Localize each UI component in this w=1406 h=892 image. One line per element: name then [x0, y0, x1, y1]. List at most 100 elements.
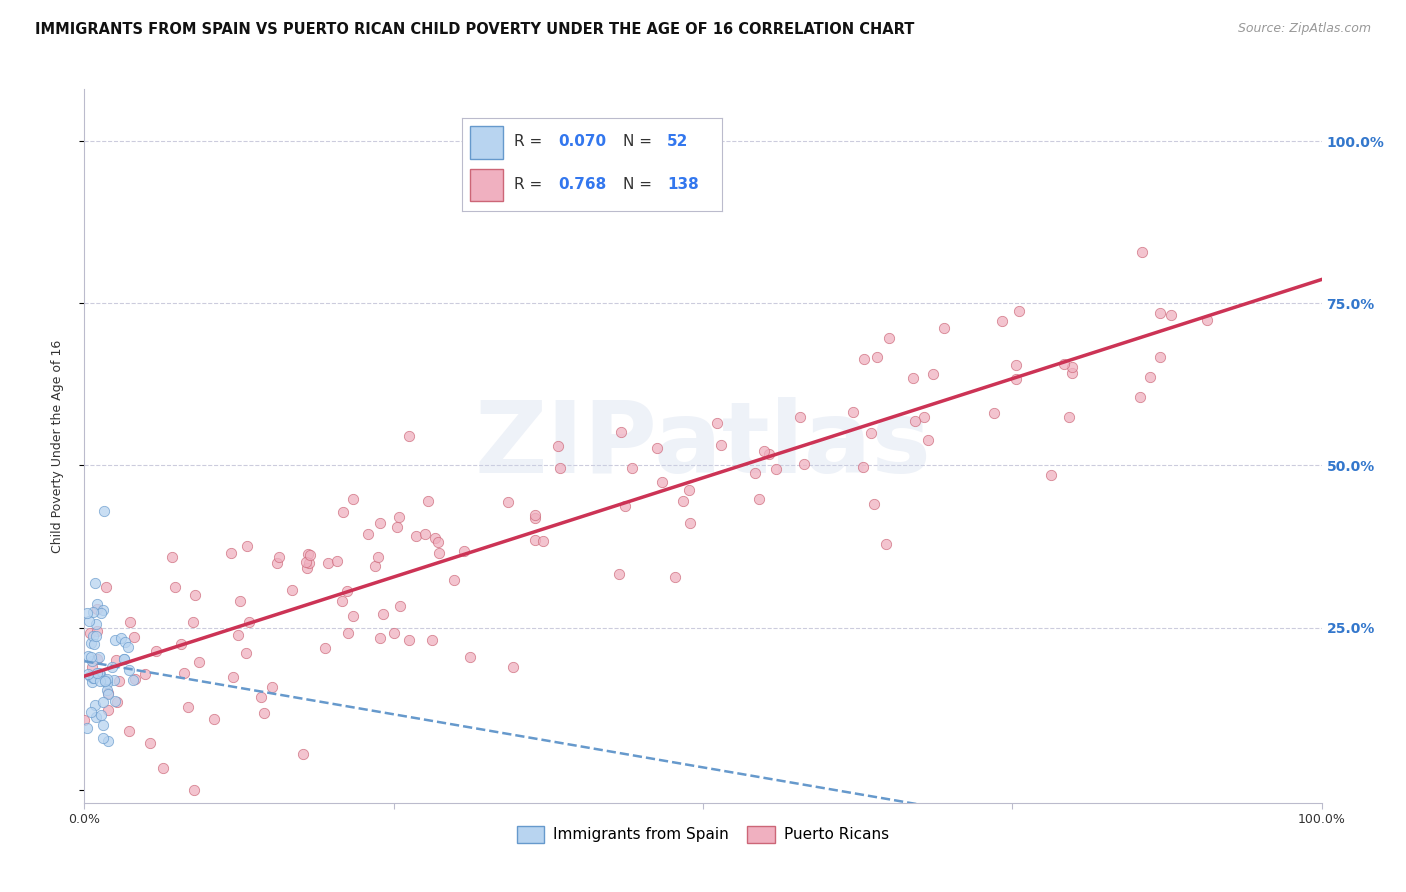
Point: [94, 673, 117, 687]
Point: [332, 505, 354, 519]
Point: [651, 475, 673, 489]
Point: [416, 493, 439, 508]
Point: [609, 567, 631, 582]
Point: [79, 668, 101, 682]
Point: [388, 509, 411, 524]
Point: [80, 660, 103, 674]
Point: [84, 698, 107, 712]
Point: [460, 650, 482, 665]
Point: [295, 560, 318, 574]
Point: [1039, 467, 1062, 482]
Point: [912, 409, 935, 424]
Point: [426, 535, 449, 549]
Point: [76, 721, 98, 735]
Point: [502, 660, 524, 674]
Point: [1005, 372, 1028, 386]
Point: [120, 615, 142, 630]
Point: [91, 717, 114, 731]
Point: [83, 637, 105, 651]
Point: [228, 593, 250, 607]
Point: [1060, 366, 1083, 380]
Text: Source: ZipAtlas.com: Source: ZipAtlas.com: [1237, 22, 1371, 36]
Point: [1057, 410, 1080, 425]
Point: [336, 583, 359, 598]
Point: [82, 605, 104, 619]
Point: [82, 654, 104, 668]
Point: [118, 723, 141, 738]
Point: [100, 660, 122, 674]
Point: [83, 671, 105, 685]
Point: [373, 607, 395, 621]
Point: [93, 731, 115, 745]
Point: [1139, 370, 1161, 384]
Point: [235, 646, 257, 660]
Point: [1060, 359, 1083, 374]
Point: [89, 667, 111, 681]
Point: [357, 527, 380, 541]
Point: [86, 624, 108, 638]
Point: [94, 674, 117, 689]
Legend: Immigrants from Spain, Puerto Ricans: Immigrants from Spain, Puerto Ricans: [510, 820, 896, 848]
Point: [188, 655, 211, 669]
Point: [863, 497, 886, 511]
Point: [183, 588, 205, 602]
Point: [314, 640, 336, 655]
Point: [368, 516, 391, 530]
Point: [262, 680, 284, 694]
Point: [877, 331, 900, 345]
Point: [105, 695, 128, 709]
Point: [789, 410, 811, 425]
Point: [859, 425, 882, 440]
Point: [983, 406, 1005, 420]
Point: [852, 459, 875, 474]
Point: [316, 556, 339, 570]
Point: [104, 694, 127, 708]
Point: [86, 652, 108, 666]
Point: [90, 606, 112, 620]
Point: [97, 687, 120, 701]
Point: [342, 608, 364, 623]
Point: [294, 555, 316, 569]
Point: [80, 636, 103, 650]
Point: [267, 550, 290, 565]
Point: [105, 653, 128, 667]
Point: [297, 547, 319, 561]
Point: [1149, 306, 1171, 320]
Point: [710, 438, 733, 452]
Point: [84, 710, 107, 724]
Point: [97, 703, 120, 717]
Point: [112, 652, 135, 666]
Point: [84, 616, 107, 631]
Point: [112, 652, 135, 666]
Point: [326, 554, 349, 568]
Point: [523, 533, 546, 547]
Point: [97, 686, 120, 700]
Point: [523, 508, 546, 522]
Point: [77, 648, 100, 663]
Point: [253, 706, 276, 721]
Point: [80, 706, 103, 720]
Point: [752, 443, 775, 458]
Point: [706, 416, 728, 430]
Point: [413, 526, 436, 541]
Point: [93, 504, 115, 518]
Point: [765, 461, 787, 475]
Point: [367, 550, 389, 565]
Point: [387, 519, 409, 533]
Point: [117, 640, 139, 655]
Point: [281, 582, 304, 597]
Point: [679, 516, 702, 530]
Point: [620, 461, 643, 475]
Point: [1008, 304, 1031, 318]
Point: [152, 761, 174, 775]
Point: [222, 670, 245, 684]
Point: [647, 441, 669, 455]
Point: [427, 546, 450, 560]
Point: [96, 675, 118, 690]
Point: [664, 570, 686, 584]
Point: [181, 615, 204, 630]
Point: [298, 556, 321, 570]
Point: [398, 429, 420, 443]
Point: [922, 367, 945, 381]
Point: [121, 673, 143, 687]
